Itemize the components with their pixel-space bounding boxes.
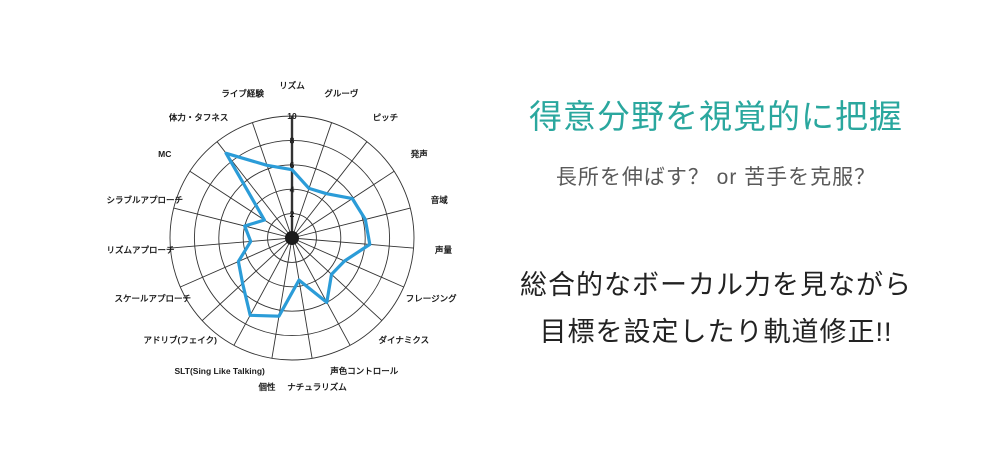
- radar-tick-label: 6: [290, 160, 295, 170]
- radar-axis-label: 声色コントロール: [329, 366, 399, 376]
- radar-spoke: [201, 237, 293, 321]
- radar-axis-label: ライブ経験: [221, 88, 264, 98]
- radar-spoke: [271, 237, 293, 359]
- body-line-2: 目標を設定したり軌道修正!!: [539, 317, 893, 347]
- radar-axis-label: スケールアプローチ: [115, 293, 192, 303]
- radar-axis-label: ピッチ: [373, 112, 399, 122]
- radar-polygon: [224, 151, 372, 318]
- radar-tick-label: 10: [287, 111, 297, 121]
- radar-center-dot: [285, 231, 299, 245]
- radar-axis-label: 声量: [434, 245, 453, 255]
- radar-chart: 2 4 6 8 10 リズムグルーヴピッチ発声音域声量フレージングダイナミクス声色コントロ…: [106, 80, 457, 392]
- radar-spoke: [291, 237, 351, 346]
- radar-tick-label: 2: [290, 209, 295, 219]
- radar-axis-label: 発声: [410, 149, 429, 159]
- radar-spoke: [291, 237, 313, 359]
- radar-axis-label: ナチュラリズム: [287, 382, 347, 392]
- radar-spoke: [173, 207, 293, 239]
- radar-spoke: [291, 237, 404, 288]
- radar-spoke: [291, 237, 383, 321]
- radar-spoke: [291, 141, 368, 239]
- radar-spoke: [251, 122, 293, 239]
- radar-axis-label: 個性: [257, 382, 276, 392]
- radar-tick-label: 4: [290, 184, 295, 194]
- radar-axis-label: グルーヴ: [324, 88, 359, 98]
- radar-axis-label: 体力・タフネス: [169, 112, 229, 122]
- radar-axis-label: アドリブ(フェイク): [143, 335, 217, 345]
- radar-axis-label: フレージング: [406, 293, 457, 303]
- radar-spoke: [170, 237, 293, 249]
- radar-spoke: [291, 207, 411, 239]
- radar-spoke: [180, 237, 293, 288]
- radar-axis-label: MC: [158, 149, 171, 159]
- radar-spoke: [291, 170, 395, 239]
- radar-axis-label: ダイナミクス: [379, 335, 430, 345]
- headline: 得意分野を視覚的に把握: [529, 98, 903, 135]
- radar-spoke: [189, 170, 293, 239]
- radar-axis-label: SLT(Sing Like Talking): [175, 366, 266, 376]
- radar-spoke: [291, 237, 414, 249]
- radar-axis-label: リズムアプローチ: [106, 245, 174, 255]
- radar-axis-label: リズム: [279, 80, 305, 90]
- radar-spoke: [233, 237, 293, 346]
- info-panel: 得意分野を視覚的に把握 長所を伸ばす？ or 苦手を克服？ 総合的なボーカル力を…: [500, 0, 932, 461]
- subtitle: 長所を伸ばす？ or 苦手を克服？: [555, 166, 877, 189]
- radar-axis-label: シラブルアプローチ: [106, 195, 183, 205]
- radar-chart-panel: 2 4 6 8 10 リズムグルーヴピッチ発声音域声量フレージングダイナミクス声色コントロ…: [106, 80, 457, 392]
- body-copy: 総合的なボーカル力を見ながら 目標を設定したり軌道修正!!: [500, 262, 932, 356]
- radar-axis-label: 音域: [431, 195, 449, 205]
- body-line-1: 総合的なボーカル力を見ながら: [520, 270, 912, 300]
- radar-tick-label: 8: [290, 136, 295, 146]
- radar-spoke: [291, 122, 333, 239]
